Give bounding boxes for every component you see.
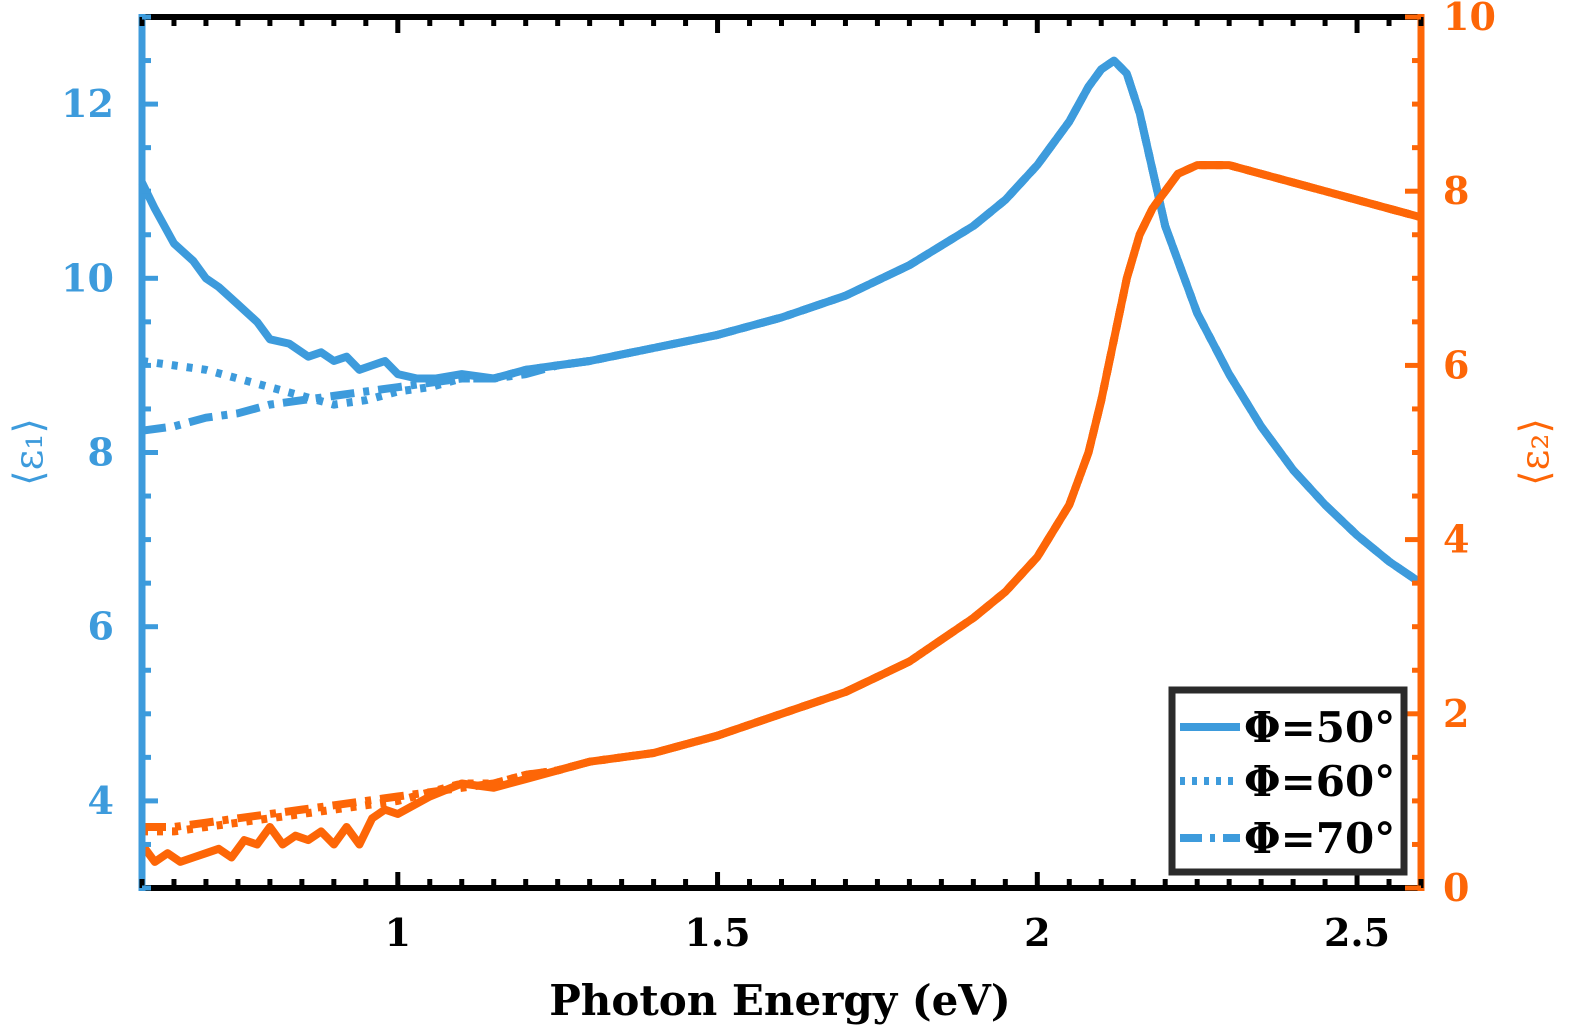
y-left-tick-label: 8 <box>88 430 114 475</box>
y-right-tick-label: 6 <box>1443 342 1469 387</box>
x-tick-label: 2 <box>1024 910 1050 955</box>
x-tick-label: 2.5 <box>1324 910 1390 955</box>
y-left-axis-title: ⟨ε₁⟩ <box>6 418 52 486</box>
legend-box <box>1168 686 1408 876</box>
series-line-eps2-dashdot <box>142 161 1423 831</box>
x-tick-label: 1.5 <box>684 910 750 955</box>
axis-layer: 1 1.5 2 2.5 4 6 8 10 12 0 2 4 6 8 10 <box>61 0 1496 955</box>
x-axis-title: Photon Energy (eV) <box>549 976 1011 1025</box>
y-right-tick-label: 8 <box>1443 168 1469 213</box>
series-layer <box>138 56 1424 866</box>
y-right-tick-label: 2 <box>1443 691 1469 736</box>
y-left-tick-label: 12 <box>61 81 114 126</box>
x-tick-label: 1 <box>385 910 411 955</box>
series-line-eps1-dotted <box>141 56 1424 587</box>
legend-label-60: Φ=60° <box>1244 757 1395 806</box>
legend-label-50: Φ=50° <box>1244 703 1395 752</box>
y-left-tick-label: 4 <box>88 778 114 823</box>
y-right-axis-title: ⟨ε₂⟩ <box>1512 418 1558 486</box>
y-left-tick-label: 6 <box>88 604 114 649</box>
y-right-tick-label: 0 <box>1443 865 1469 910</box>
series-line-eps1-solid <box>138 56 1424 587</box>
legend: Φ=50° Φ=60° Φ=70° <box>1168 686 1408 876</box>
y-right-tick-label: 10 <box>1443 0 1496 39</box>
y-right-tick-label: 4 <box>1443 517 1469 562</box>
label-layer: Photon Energy (eV) ⟨ε₁⟩ ⟨ε₂⟩ <box>6 418 1558 1025</box>
y-left-tick-label: 10 <box>61 255 114 300</box>
legend-label-70: Φ=70° <box>1244 814 1395 863</box>
series-line-eps1-dashdot <box>141 56 1424 587</box>
